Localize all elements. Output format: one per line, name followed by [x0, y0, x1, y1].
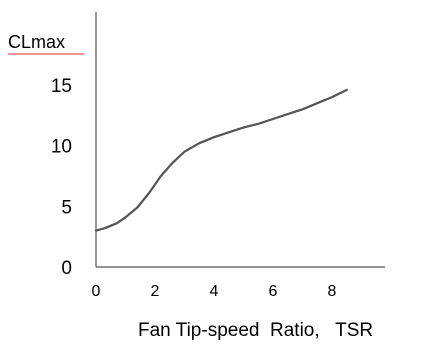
- y-tick-label: 15: [51, 76, 72, 97]
- x-tick-label: 4: [210, 283, 219, 300]
- y-tick-label: 0: [61, 258, 72, 279]
- y-tick-labels: 0 5 10 15: [51, 76, 72, 279]
- x-tick-label: 8: [328, 283, 337, 300]
- x-tick-label: 6: [269, 283, 278, 300]
- x-tick-label: 2: [151, 283, 160, 300]
- x-tick-label: 0: [92, 283, 101, 300]
- data-series-line: [94, 88, 348, 232]
- y-tick-label: 10: [51, 137, 72, 158]
- x-axis-title: Fan Tip-speed Ratio, TSR: [138, 320, 373, 341]
- y-axis-title: CLmax: [8, 32, 65, 52]
- curve-group: [94, 88, 348, 232]
- x-tick-labels: 0 2 4 6 8: [92, 283, 337, 300]
- y-tick-label: 5: [61, 197, 72, 218]
